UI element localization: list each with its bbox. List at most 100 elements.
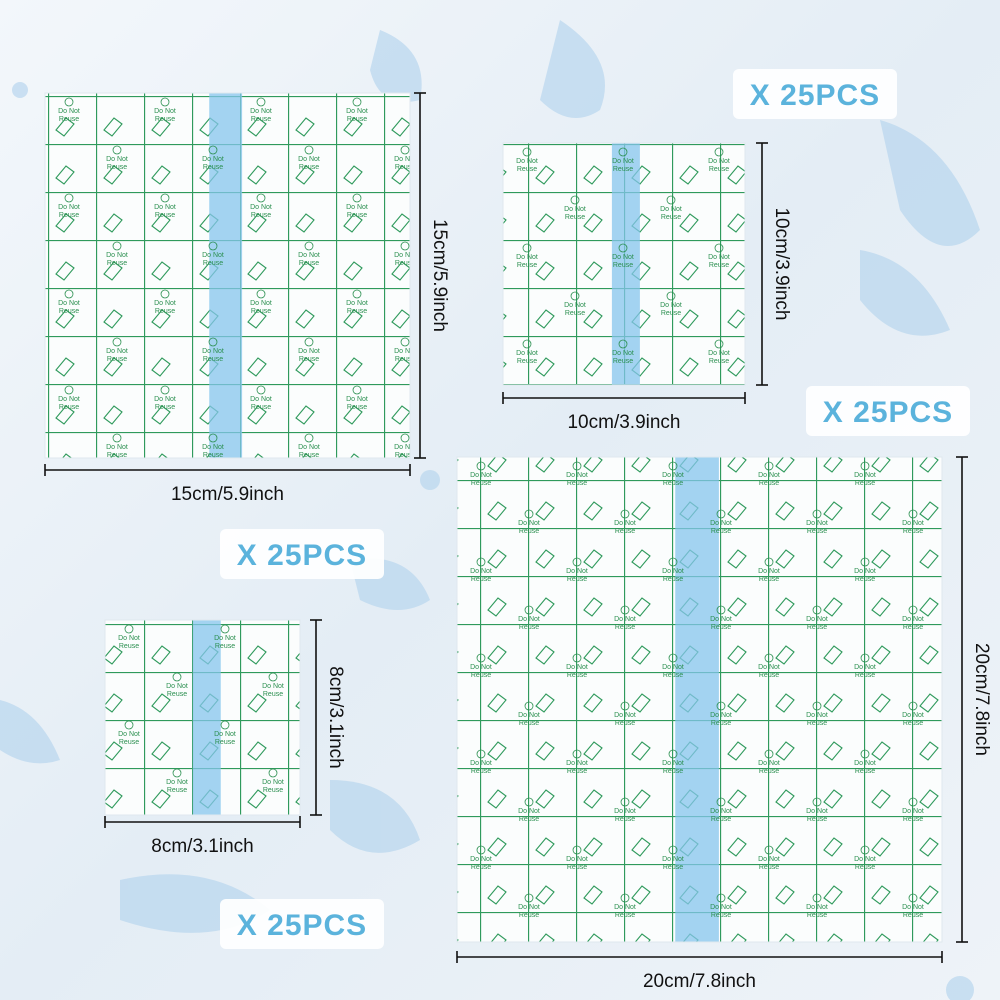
print-icon [668,653,678,663]
print-icon [524,797,534,807]
print-text: Do Not [202,348,224,355]
print-text: Do Not [250,108,272,115]
print-text: Reuse [107,260,127,267]
print-text: Reuse [215,643,235,650]
print-icon [908,893,918,903]
print-text: Reuse [855,576,875,583]
print-text: Reuse [711,720,731,727]
quantity-badge [220,529,384,579]
film-border [456,456,943,943]
print-text: Do Not [470,472,492,479]
print-text: Reuse [709,262,729,269]
print-icon [714,339,724,349]
print-text: Do Not [566,760,588,767]
print-text: Reuse [299,164,319,171]
print-icon [764,461,774,471]
print-text: Reuse [759,864,779,871]
print-icon [256,193,266,203]
print-text: Do Not [202,444,224,451]
film-border [104,619,301,816]
print-text: Do Not [118,731,140,738]
print-text: Do Not [214,731,236,738]
print-text: Reuse [567,480,587,487]
print-icon [400,241,410,251]
print-text: Do Not [758,472,780,479]
print-text: Reuse [519,912,539,919]
print-text: Do Not [58,108,80,115]
print-text: Reuse [519,816,539,823]
print-text: Reuse [251,212,271,219]
print-icon [160,289,170,299]
print-icon [572,557,582,567]
print-text: Reuse [567,672,587,679]
print-text: Reuse [567,576,587,583]
quantity-label: X 25PCS [237,539,367,572]
print-text: Reuse [119,739,139,746]
print-text: Reuse [855,480,875,487]
print-text: Do Not [154,108,176,115]
print-text: Do Not [612,254,634,261]
print-text: Reuse [663,864,683,871]
print-icon [208,337,218,347]
print-icon [124,624,134,634]
blue-strip [209,93,243,458]
quantity-badge [806,386,970,436]
print-icon [860,845,870,855]
print-text: Reuse [395,452,415,459]
print-text: Reuse [903,720,923,727]
print-icon [716,509,726,519]
print-text: Reuse [807,528,827,535]
print-text: Reuse [299,260,319,267]
print-icon [64,193,74,203]
print-icon [400,433,410,443]
print-text: Do Not [902,904,924,911]
print-text: Do Not [854,568,876,575]
print-text: Reuse [711,528,731,535]
quantity-badge [220,899,384,949]
print-icon [160,385,170,395]
print-icon [352,385,362,395]
print-text: Reuse [517,262,537,269]
print-text: Do Not [564,206,586,213]
print-text: Reuse [615,912,635,919]
print-text: Do Not [516,350,538,357]
print-text: Reuse [807,624,827,631]
print-text: Do Not [662,472,684,479]
print-icon [256,385,266,395]
print-text: Reuse [615,816,635,823]
print-text: Do Not [902,808,924,815]
print-icon [304,433,314,443]
print-text: Do Not [660,302,682,309]
print-text: Reuse [203,356,223,363]
print-text: Do Not [518,616,540,623]
print-text: Reuse [807,816,827,823]
print-text: Do Not [614,808,636,815]
print-text: Do Not [854,760,876,767]
print-text: Do Not [298,252,320,259]
print-text: Reuse [903,624,923,631]
print-text: Do Not [902,520,924,527]
print-text: Do Not [394,444,416,451]
print-icon [524,893,534,903]
print-icon [572,845,582,855]
print-text: Reuse [155,404,175,411]
print-icon [668,557,678,567]
print-icon [160,193,170,203]
print-text: Reuse [663,672,683,679]
print-icon [620,893,630,903]
print-text: Do Not [614,904,636,911]
print-text: Do Not [346,300,368,307]
print-text: Do Not [58,204,80,211]
print-text: Reuse [299,452,319,459]
print-text: Reuse [855,672,875,679]
print-icon [908,701,918,711]
height-label: 10cm/3.9inch [771,207,792,320]
print-icon [476,461,486,471]
print-text: Reuse [59,308,79,315]
print-text: Reuse [263,691,283,698]
print-text: Do Not [470,664,492,671]
print-icon [860,557,870,567]
print-text: Do Not [346,108,368,115]
